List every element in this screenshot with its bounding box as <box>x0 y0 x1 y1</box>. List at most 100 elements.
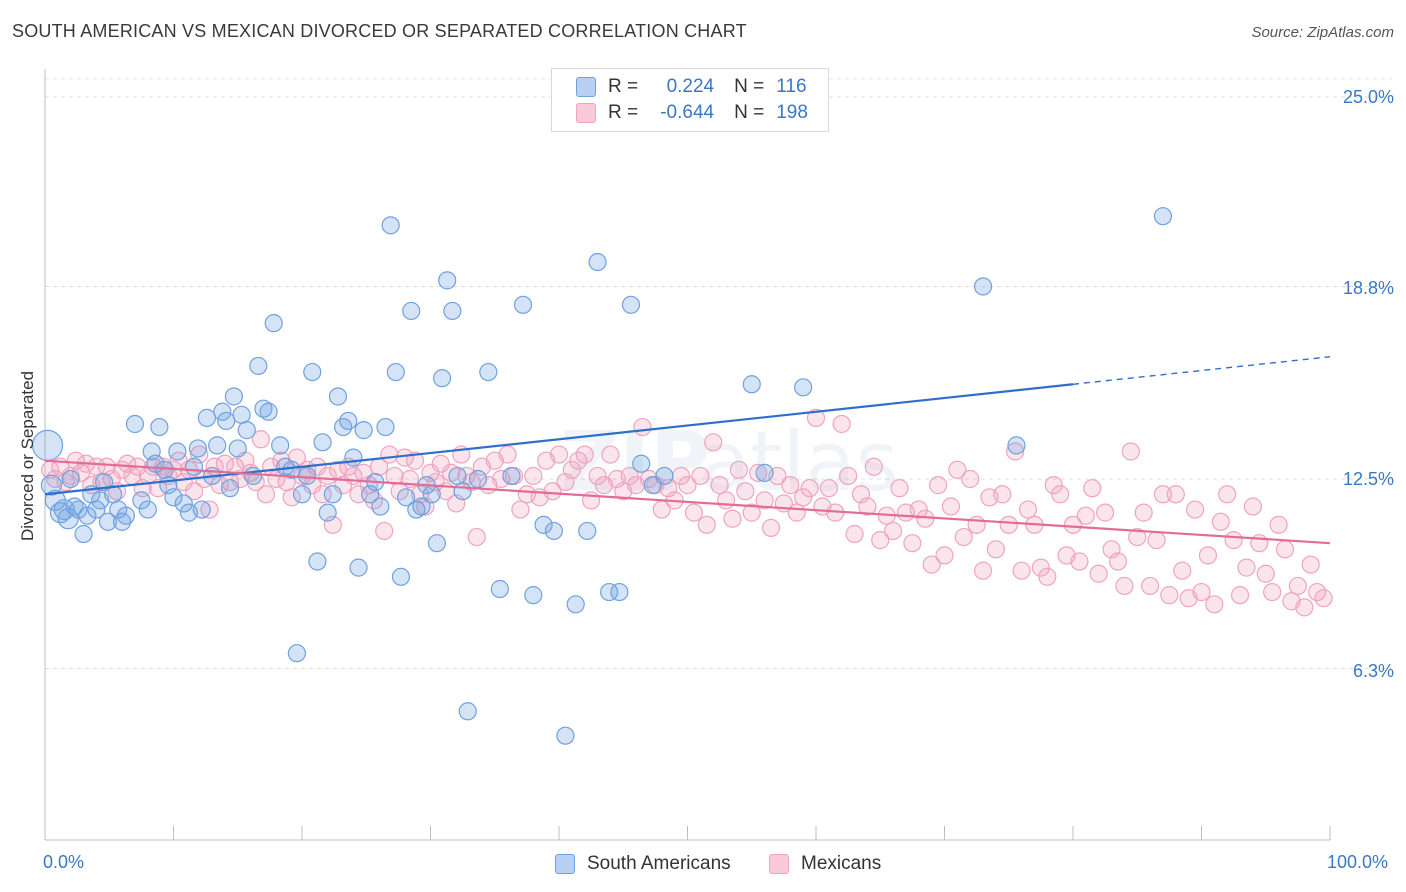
south-american-point <box>313 433 332 452</box>
r-label: R = <box>608 102 639 123</box>
mexican-point <box>318 466 337 486</box>
mexican-point <box>787 503 806 522</box>
mexican-point <box>948 460 967 479</box>
n-label: N = <box>734 76 765 97</box>
south-american-point <box>303 362 322 382</box>
south-american-point <box>150 417 169 437</box>
south-american-point <box>973 277 993 296</box>
south-american-point <box>386 362 405 382</box>
mexican-point <box>148 479 168 498</box>
mexican-point <box>71 463 91 482</box>
mexican-point <box>973 561 993 580</box>
mexican-point <box>1038 567 1057 586</box>
mexican-point <box>967 515 986 534</box>
south-american-point <box>184 457 204 476</box>
mexican-point <box>742 503 761 522</box>
mexican-point <box>1288 576 1307 596</box>
mexican-point <box>1115 576 1134 596</box>
pink-swatch <box>576 103 596 123</box>
mexican-point <box>1301 555 1320 574</box>
south-american-point <box>502 466 521 486</box>
mexican-point <box>313 485 332 504</box>
south-american-point <box>556 726 575 745</box>
mexican-point <box>375 521 394 541</box>
south-american-point <box>155 460 174 479</box>
south-american-point <box>208 436 227 455</box>
mexican-point <box>498 445 517 464</box>
south-american-point <box>422 485 441 504</box>
blue-swatch <box>576 77 596 97</box>
mexican-point <box>1295 598 1314 617</box>
south-american-point <box>95 472 114 492</box>
south-american-point <box>1153 207 1173 226</box>
mexican-point <box>710 476 729 495</box>
legend-label: Mexicans <box>801 853 882 874</box>
south-american-point <box>254 399 273 418</box>
south-american-point <box>354 421 373 440</box>
mexican-point <box>303 476 322 495</box>
mexican-point <box>1083 479 1102 498</box>
mexican-point <box>1166 485 1185 504</box>
mexican-point <box>1160 586 1179 605</box>
south-american-point <box>755 463 774 482</box>
south-american-point <box>432 369 452 388</box>
south-american-point <box>132 491 151 510</box>
south-american-point <box>298 466 317 486</box>
south-american-point <box>328 387 348 406</box>
mexican-point <box>1018 500 1038 519</box>
south-american-point <box>458 702 477 721</box>
mexican-point <box>845 524 864 544</box>
mexican-point <box>1140 576 1160 596</box>
legend-row-mexicans: R = -0.644 N = 198 <box>576 100 808 126</box>
mexican-point <box>1314 589 1333 608</box>
mexican-point <box>1198 546 1218 565</box>
south-american-point <box>188 439 208 458</box>
source-label: Source: ZipAtlas.com <box>1251 24 1394 41</box>
mexican-point <box>588 466 607 486</box>
south-american-point <box>98 512 118 531</box>
mexican-point <box>1237 558 1256 577</box>
mexican-point <box>736 482 755 501</box>
mexican-point <box>251 430 270 449</box>
mexican-point <box>922 555 941 574</box>
south-american-point <box>524 586 543 605</box>
mexican-point <box>1218 485 1237 504</box>
bottom-legend-mexicans: Mexicans <box>769 852 881 876</box>
mexican-point <box>575 445 594 464</box>
mexican-point <box>1051 485 1070 504</box>
south-american-point <box>264 314 283 333</box>
mexican-point <box>256 485 276 504</box>
south-american-point <box>138 500 157 519</box>
r-label: R = <box>608 76 639 97</box>
bottom-legend-south-americans: South Americans <box>555 852 731 876</box>
mexican-point <box>405 451 425 470</box>
x-tick-label-0: 0.0% <box>43 852 85 872</box>
south-american-point <box>443 301 462 321</box>
mexican-point <box>1128 527 1147 547</box>
south-american-point <box>610 582 629 602</box>
mexican-point <box>716 491 736 510</box>
mexican-point <box>1006 442 1025 461</box>
mexican-point <box>1121 442 1140 461</box>
south-american-point <box>490 579 509 599</box>
mexican-point <box>832 414 851 434</box>
south-american-point <box>87 500 106 519</box>
south-american-point <box>224 387 243 406</box>
south-american-point <box>57 508 79 530</box>
south-american-point <box>259 402 278 421</box>
chart-title: SOUTH AMERICAN VS MEXICAN DIVORCED OR SE… <box>12 21 747 41</box>
south-american-point <box>588 252 607 272</box>
mexican-point <box>1205 595 1224 614</box>
n-value: 198 <box>776 102 808 123</box>
mexican-point <box>431 454 450 473</box>
south-american-point <box>217 411 236 431</box>
mexican-point <box>794 488 813 507</box>
south-american-point <box>339 411 358 431</box>
mexican-point <box>511 500 530 519</box>
mexican-point <box>1044 476 1063 495</box>
mexican-point <box>864 457 883 476</box>
mexican-point <box>549 445 569 464</box>
south-american-point <box>74 524 93 544</box>
mexican-point <box>1076 506 1095 525</box>
